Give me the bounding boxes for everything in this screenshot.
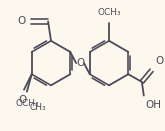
Text: O: O xyxy=(76,58,84,68)
Text: O: O xyxy=(18,17,26,26)
Text: CH₃: CH₃ xyxy=(30,103,46,112)
Text: O: O xyxy=(18,95,26,105)
Text: OH: OH xyxy=(146,100,162,110)
Text: OCH₃: OCH₃ xyxy=(15,99,39,108)
Text: O: O xyxy=(155,56,164,66)
Text: OCH₃: OCH₃ xyxy=(97,8,121,17)
